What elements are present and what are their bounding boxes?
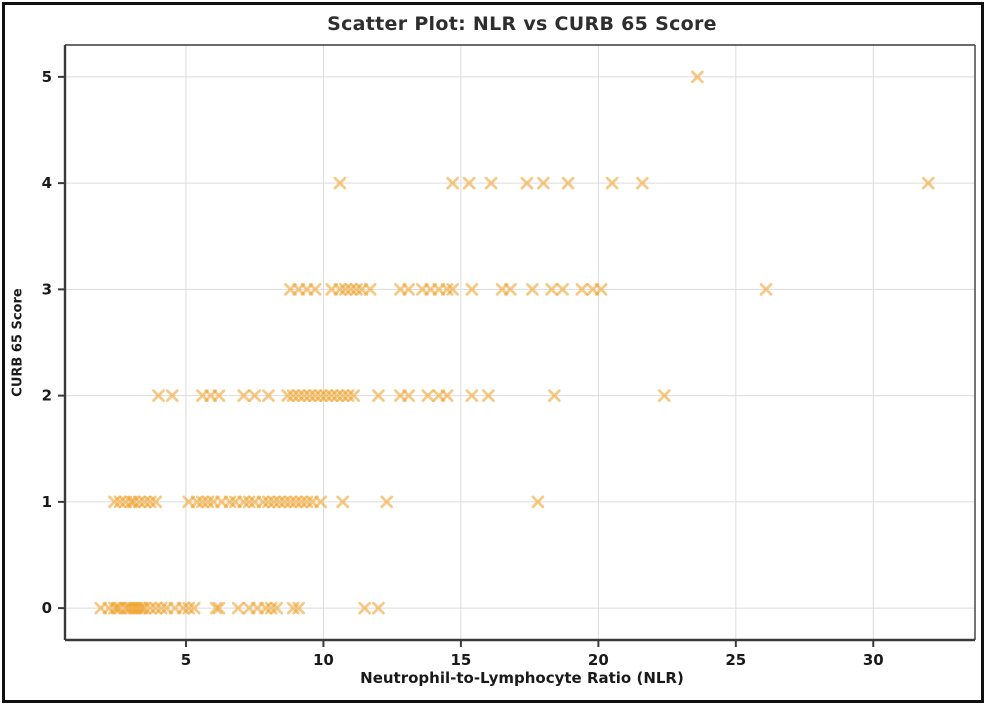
y-tick-label: 1 <box>42 493 52 511</box>
scatter-point <box>759 283 773 296</box>
y-tick-label: 2 <box>42 387 52 405</box>
scatter-point <box>556 283 569 296</box>
scatter-point <box>187 601 201 615</box>
scatter-point <box>594 283 608 296</box>
scatter-point <box>520 176 534 190</box>
scatter-point <box>372 601 385 615</box>
scatter-point <box>526 283 539 296</box>
scatter-point <box>446 283 459 296</box>
scatter-point <box>605 176 619 190</box>
scatter-point <box>149 495 163 509</box>
scatter-point <box>545 283 558 296</box>
scatter-point <box>165 389 179 402</box>
scatter-point <box>212 389 226 402</box>
y-tick-label: 0 <box>42 599 52 617</box>
scatter-point <box>336 495 350 509</box>
scatter-point <box>440 389 454 402</box>
scatter-point <box>484 176 498 190</box>
scatter-point <box>657 389 671 402</box>
x-axis-label: Neutrophil-to-Lymphocyte Ratio (NLR) <box>360 669 684 687</box>
x-tick-label: 10 <box>313 651 334 669</box>
scatter-point <box>372 389 385 402</box>
x-tick-label: 5 <box>181 651 191 669</box>
x-tick-label: 30 <box>863 651 884 669</box>
scatter-point <box>347 389 361 402</box>
x-tick-label: 20 <box>588 651 609 669</box>
scatter-point <box>333 176 347 190</box>
scatter-point <box>308 283 322 296</box>
scatter-point <box>248 389 262 402</box>
x-tick-label: 15 <box>450 651 471 669</box>
scatter-point <box>462 176 476 190</box>
scatter-point <box>504 283 517 296</box>
y-tick-label: 4 <box>42 174 52 192</box>
chart-title: Scatter Plot: NLR vs CURB 65 Score <box>327 13 717 35</box>
scatter-point <box>482 389 495 402</box>
scatter-point <box>358 601 372 615</box>
scatter-point <box>465 389 479 402</box>
scatter-chart: 5 10 15 20 25 30 0 1 2 3 4 5 <box>42 44 976 669</box>
scatter-point <box>380 495 394 509</box>
scatter-point <box>561 176 575 190</box>
scatter-point <box>402 389 416 402</box>
scatter-point <box>237 389 251 402</box>
scatter-point <box>548 389 561 402</box>
scatter-point <box>635 176 649 190</box>
scatter-point <box>231 601 245 615</box>
scatter-point <box>690 70 704 84</box>
scatter-point <box>363 283 377 296</box>
scatter-point <box>921 176 935 190</box>
y-tick-label: 3 <box>42 280 52 298</box>
y-axis-label: CURB 65 Score <box>10 288 26 397</box>
scatter-point <box>270 601 284 615</box>
scatter-point <box>209 601 223 615</box>
scatter-point <box>465 283 479 296</box>
scatter-point <box>314 495 328 509</box>
scatter-point <box>292 601 306 615</box>
scatter-point <box>446 176 459 190</box>
scatter-point <box>212 601 226 615</box>
scatter-point <box>262 389 275 402</box>
scatter-point <box>152 389 165 402</box>
scatter-point <box>421 389 435 402</box>
scatter-point <box>575 283 589 296</box>
x-tick-label: 25 <box>725 651 746 669</box>
scatter-point <box>402 283 416 296</box>
y-tick-label: 5 <box>42 68 52 86</box>
scatter-point <box>537 176 550 190</box>
scatter-point <box>531 495 545 509</box>
